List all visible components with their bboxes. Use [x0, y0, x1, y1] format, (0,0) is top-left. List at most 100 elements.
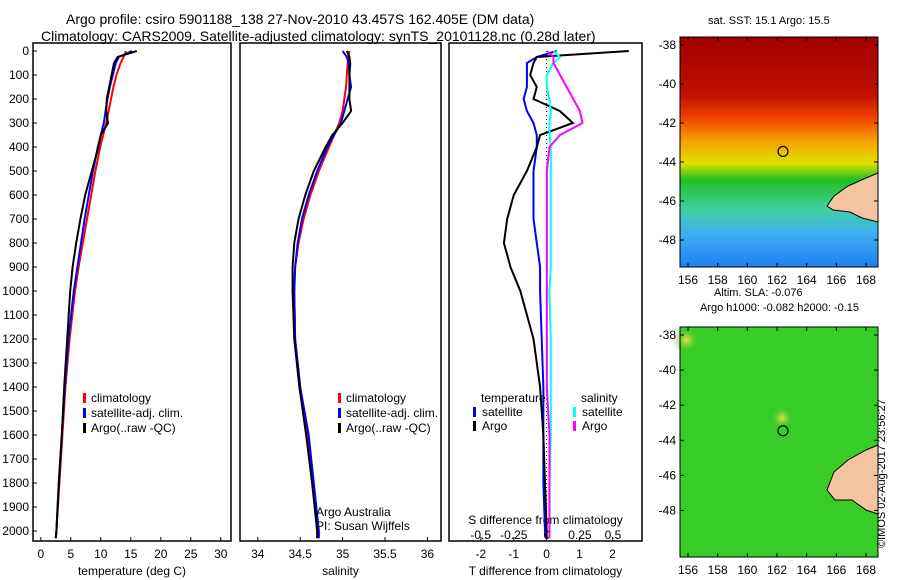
legend-label: Argo(..raw -QC) — [91, 421, 176, 435]
sla-lon-label: 166 — [826, 563, 846, 577]
sla-lat-label: -44 — [659, 433, 677, 447]
depth-tick-label: 600 — [9, 188, 29, 202]
legend-swatch — [83, 423, 86, 433]
legend-label: climatology — [346, 391, 406, 405]
x-tick-label: 1 — [576, 547, 583, 561]
series-s-satellite — [545, 50, 562, 539]
depth-tick-label: 1400 — [2, 380, 29, 394]
sla-lat-label: -38 — [659, 328, 677, 342]
depth-tick-label: 800 — [9, 236, 29, 250]
depth-tick-label: 1500 — [2, 404, 29, 418]
x-tick-label: 35.5 — [373, 547, 397, 561]
sla-map-frame — [679, 326, 879, 558]
series-argo(..raw — [291, 50, 353, 539]
sst-map-coastline — [826, 172, 879, 223]
sla-lon-label: 160 — [737, 563, 757, 577]
depth-tick-label: 100 — [9, 68, 29, 82]
x-tick-label: 34 — [251, 547, 265, 561]
title-line-1: Argo profile: csiro 5901188_138 27-Nov-2… — [66, 11, 535, 27]
depth-tick-label: 2000 — [2, 524, 29, 538]
x-tick-label: 10 — [94, 547, 108, 561]
x-tick-label: 30 — [214, 547, 228, 561]
sla-lon-label: 158 — [708, 563, 728, 577]
panel-frame-differences — [448, 42, 643, 542]
legend-s-title: salinity — [581, 391, 618, 405]
sla-map-field — [680, 327, 878, 557]
legend-label: satellite-adj. clim. — [91, 406, 183, 420]
legend-swatch — [573, 421, 576, 431]
panel-frame-temperature — [32, 42, 232, 542]
sst-lat-label: -48 — [659, 233, 677, 247]
legend-label: satellite — [482, 405, 523, 419]
sla-lat-label: -46 — [659, 468, 677, 482]
sla-lat-label: -40 — [659, 363, 677, 377]
source-annotation: Argo Australia — [316, 505, 391, 519]
x-tick-label: 2 — [609, 547, 616, 561]
sst-lat-label: -46 — [659, 194, 677, 208]
title-line-2: Climatology: CARS2009. Satellite-adjuste… — [41, 28, 596, 44]
x-tick-label: -2 — [476, 547, 487, 561]
legend-label: climatology — [91, 391, 151, 405]
sla-lon-label: 162 — [767, 563, 787, 577]
x-axis-label: T difference from climatology — [469, 564, 623, 578]
legend-swatch — [473, 407, 476, 417]
legend-swatch — [338, 408, 341, 418]
legend-label: Argo(..raw -QC) — [346, 421, 431, 435]
x-tick-label: 35 — [336, 547, 350, 561]
series-argo(..raw — [54, 50, 138, 539]
depth-tick-label: 1000 — [2, 284, 29, 298]
legend-swatch — [83, 408, 86, 418]
source-annotation: PI: Susan Wijffels — [316, 519, 410, 533]
sst-lon-label: 162 — [767, 273, 787, 287]
sla-lat-label: -42 — [659, 398, 677, 412]
sst-lon-label: 160 — [737, 273, 757, 287]
x-tick-label: 20 — [154, 547, 168, 561]
x-tick-label: 36 — [421, 547, 435, 561]
series-t-satellite — [522, 50, 557, 539]
depth-tick-label: 700 — [9, 212, 29, 226]
s-tick-label: -0.25 — [500, 528, 528, 542]
series-t-argo — [502, 50, 629, 539]
depth-tick-label: 1700 — [2, 452, 29, 466]
depth-tick-label: 200 — [9, 92, 29, 106]
s-tick-label: 0.25 — [568, 528, 592, 542]
x-tick-label: 25 — [184, 547, 198, 561]
depth-tick-label: 1200 — [2, 332, 29, 346]
x-tick-label: 5 — [67, 547, 74, 561]
sla-map-title-2: Argo h1000: -0.082 h2000: -0.15 — [700, 302, 860, 314]
legend-swatch — [83, 393, 86, 403]
x-tick-label: 34.5 — [289, 547, 313, 561]
sst-lon-label: 166 — [826, 273, 846, 287]
depth-tick-label: 1300 — [2, 356, 29, 370]
imos-footer: ©IMOS 02-Aug-2017 23:56:27 — [876, 399, 888, 548]
sla-lon-label: 164 — [797, 563, 817, 577]
panel-frame-salinity — [239, 42, 442, 542]
depth-tick-label: 1100 — [3, 308, 29, 322]
x-tick-label: 0 — [37, 547, 44, 561]
sst-lon-label: 158 — [708, 273, 728, 287]
depth-tick-label: 900 — [9, 260, 29, 274]
x-tick-label: -1 — [508, 547, 519, 561]
legend-t-title: temperature — [481, 391, 546, 405]
sla-map-title-1: Altim. SLA: -0.076 — [714, 287, 803, 299]
sst-map-field — [680, 37, 878, 267]
legend-label: Argo — [482, 419, 508, 433]
depth-tick-label: 1900 — [2, 500, 29, 514]
sla-lon-label: 156 — [678, 563, 698, 577]
sst-lat-label: -38 — [659, 38, 677, 52]
sla-map-coastline — [826, 444, 879, 515]
sla-lon-label: 168 — [856, 563, 876, 577]
legend-swatch — [338, 423, 341, 433]
legend-label: satellite-adj. clim. — [346, 406, 438, 420]
series-s-argo — [545, 50, 584, 539]
sst-lat-label: -42 — [659, 116, 677, 130]
legend-label: satellite — [582, 405, 623, 419]
sst-argo-location-marker — [777, 145, 789, 158]
sst-lat-label: -44 — [659, 155, 677, 169]
depth-tick-label: 300 — [9, 116, 29, 130]
x-tick-label: 0 — [543, 547, 550, 561]
sst-map-frame — [679, 36, 879, 268]
